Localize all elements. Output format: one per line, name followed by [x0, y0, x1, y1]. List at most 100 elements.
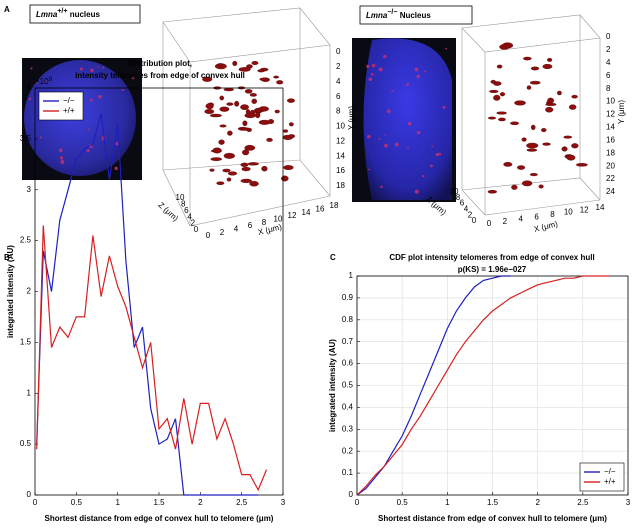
- y-tick-label: 2: [27, 287, 32, 296]
- y-tick-label-3d: 8: [606, 84, 611, 93]
- y-tick-label-3d: 20: [606, 161, 615, 170]
- legend-box: [38, 91, 84, 121]
- x-axis-label: Shortest distance from edge of convex hu…: [378, 514, 607, 523]
- panel-letter: C: [330, 253, 336, 262]
- y-multiplier-exponent: 9: [49, 77, 53, 83]
- y-multiplier: ×109: [35, 77, 53, 87]
- telomere-spot: [79, 67, 83, 71]
- telomere-blob: [209, 168, 215, 172]
- telomere-spot: [90, 68, 94, 73]
- telomere-blob: [244, 144, 256, 151]
- box-edge: [162, 7, 331, 63]
- telomere-blob: [261, 165, 268, 172]
- telomere-blob: [542, 63, 553, 70]
- z-tick-label-3d: 6: [460, 199, 465, 208]
- telomere-spot: [87, 128, 90, 131]
- telomere-blob: [542, 142, 551, 146]
- y-tick-label-3d: 18: [336, 181, 345, 190]
- telomere-spot: [59, 148, 63, 152]
- telomere-blob: [561, 146, 568, 152]
- telomere-blob: [517, 165, 526, 170]
- telomere-spot: [386, 109, 391, 114]
- telomere-blob: [232, 60, 238, 67]
- x-tick-label-3d: 14: [596, 203, 605, 212]
- chart-subtitle: intensity telomeres from edge of convex …: [75, 71, 245, 80]
- telomere-blob: [287, 98, 295, 103]
- telomere-blob: [545, 106, 554, 113]
- telomere-spot: [36, 81, 39, 84]
- x-tick-label: 2: [198, 498, 203, 507]
- telomere-blob: [563, 135, 573, 139]
- telomere-blob: [526, 142, 539, 149]
- telomere-blob: [210, 157, 223, 161]
- telomere-blob: [526, 148, 538, 152]
- y-tick-label: 0.8: [342, 315, 354, 324]
- y-tick-label: 0: [27, 490, 32, 499]
- y-tick-label-3d: 18: [606, 148, 615, 157]
- telomere-blob: [251, 98, 258, 104]
- telomere-spot: [89, 98, 93, 102]
- telomere-blob: [255, 112, 261, 119]
- telomere-blob: [547, 58, 553, 62]
- telomere-spot: [29, 97, 32, 101]
- telomere-spot: [368, 77, 373, 81]
- telomere-blob: [234, 100, 240, 107]
- y-axis-label: integrated intensity (AU): [328, 339, 337, 432]
- telomere-blob: [541, 128, 547, 133]
- telomere-spot: [394, 142, 399, 147]
- telomere-blob: [223, 87, 234, 92]
- telomere-blob: [487, 116, 497, 120]
- box-edge: [461, 177, 601, 201]
- series-line: [36, 113, 259, 496]
- telomere-blob: [227, 171, 238, 176]
- telomere-blob: [223, 152, 235, 159]
- x-tick-label-3d: 12: [580, 205, 589, 214]
- legend-label: +/+: [604, 477, 616, 486]
- y-tick-label: 3.5: [20, 134, 32, 143]
- telomere-blob: [273, 75, 280, 79]
- telomere-blob: [240, 127, 252, 131]
- telomere-blob: [521, 137, 527, 142]
- label-rest: nucleus: [67, 10, 100, 19]
- y-tick-label: 0: [349, 490, 354, 499]
- telomere-blob: [499, 92, 506, 97]
- y-tick-label-3d: 22: [606, 174, 615, 183]
- telomere-blob: [545, 102, 557, 107]
- telomere-blob: [493, 94, 501, 101]
- x-tick-label: 3: [626, 498, 631, 507]
- y-tick-label: 0.5: [342, 381, 354, 390]
- telomere-blob: [566, 154, 576, 161]
- telomere-blob: [487, 189, 498, 194]
- box-edge: [461, 14, 601, 53]
- telomere-spot: [60, 160, 65, 164]
- z-tick-label-3d: 8: [181, 200, 186, 209]
- y-axis-label: integrated intensity (AU): [6, 245, 15, 338]
- telomere-blob: [498, 117, 506, 122]
- telomere-spot: [86, 149, 90, 153]
- y-tick-label: 0.9: [342, 293, 354, 302]
- telomere-spot: [430, 164, 433, 168]
- z-tick-label-3d: 4: [464, 205, 469, 214]
- z-tick-label-3d: 6: [184, 206, 189, 215]
- chart-title: Distribution plot,: [128, 59, 192, 68]
- y-tick-label-3d: 24: [606, 187, 615, 196]
- telomere-spot: [378, 138, 381, 141]
- telomere-blob: [499, 44, 510, 50]
- y-tick-label-3d: 12: [336, 136, 345, 145]
- x-tick-label: 2: [535, 498, 540, 507]
- y-tick-label: 4: [27, 83, 32, 92]
- telomere-blob: [212, 147, 222, 154]
- legend-label: −/−: [604, 467, 616, 476]
- telomere-blob: [493, 81, 502, 86]
- telomere-blob: [538, 184, 544, 189]
- z-tick-label-3d: 8: [456, 193, 461, 202]
- telomere-spot: [424, 70, 426, 73]
- x-tick-label: 1.5: [487, 498, 499, 507]
- x-tick-label: 0: [33, 498, 38, 507]
- label-box: [359, 5, 473, 25]
- telomere-blob: [496, 111, 507, 115]
- telomere-blob: [226, 177, 232, 182]
- telomere-blob: [571, 143, 579, 149]
- telomere-blob: [202, 76, 213, 82]
- telomere-blob: [209, 113, 222, 118]
